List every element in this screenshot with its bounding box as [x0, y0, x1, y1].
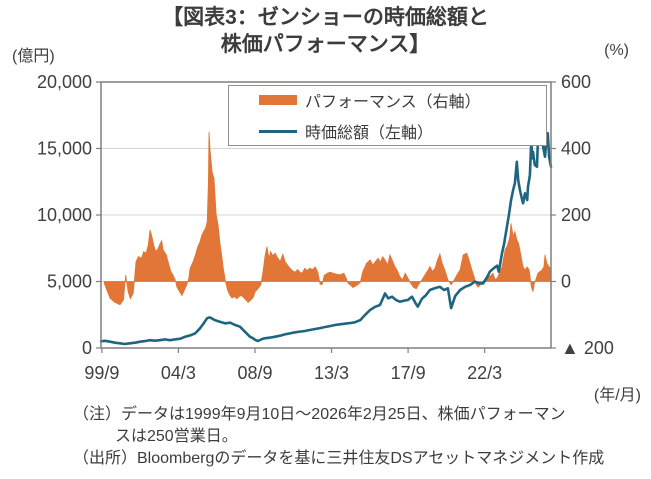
y-left-tick-label: 10,000 [37, 205, 92, 225]
footnotes: （注）データは1999年9月10日～2026年2月25日、株価パフォーマン スは… [73, 404, 604, 470]
x-tick-label: 08/9 [237, 363, 272, 383]
y-right-tick-label: 600 [561, 72, 591, 92]
y-right-tick-label: 0 [561, 272, 571, 292]
y-left-tick-label: 0 [82, 338, 92, 358]
x-tick-label: 99/9 [84, 363, 119, 383]
legend-row-performance: パフォーマンス（右軸） [259, 88, 546, 112]
chart-legend: パフォーマンス（右軸） 時価総額（左軸） [228, 85, 547, 146]
left-axis-unit-label: (億円) [12, 48, 55, 65]
source-line: （出所）Bloombergのデータを基に三井住友DSアセットマネジメント作成 [73, 450, 605, 467]
market-cap-line-series [99, 120, 553, 346]
market-cap-swatch-icon [259, 129, 297, 133]
chart-title-line1: 【図表3：ゼンショーの時価総額と [162, 6, 489, 29]
x-tick-label: 22/3 [467, 363, 502, 383]
y-left-tick-label: 15,000 [37, 139, 92, 159]
right-axis-unit-label: (%) [604, 42, 629, 59]
note-line2: スは250営業日。 [115, 428, 238, 445]
y-left-tick-label: 5,000 [47, 272, 92, 292]
note-line1: （注）データは1999年9月10日～2026年2月25日、株価パフォーマン [73, 406, 566, 423]
legend-label-performance: パフォーマンス（右軸） [305, 94, 481, 111]
performance-swatch-icon [259, 95, 297, 105]
y-right-tick-label: ▲ 200 [561, 338, 614, 358]
x-tick-label: 17/9 [391, 363, 426, 383]
y-left-tick-label: 20,000 [37, 72, 92, 92]
chart-title: 【図表3：ゼンショーの時価総額と 株価パフォーマンス】 [0, 4, 651, 58]
x-axis-unit-label: (年/月) [593, 387, 641, 404]
chart-title-line2: 株価パフォーマンス】 [220, 33, 431, 56]
x-tick-label: 04/3 [161, 363, 196, 383]
combo-chart: 20,000 15,000 10,000 5,000 0 600 400 200 0 ▲ 200 9… [37, 72, 614, 383]
legend-label-market-cap: 時価総額（左軸） [305, 125, 434, 142]
y-right-tick-label: 200 [561, 205, 591, 225]
performance-area-series [103, 131, 552, 306]
x-tick-label: 13/3 [314, 363, 349, 383]
legend-row-market-cap: 時価総額（左軸） [259, 119, 546, 143]
y-right-tick-label: 400 [561, 139, 591, 159]
